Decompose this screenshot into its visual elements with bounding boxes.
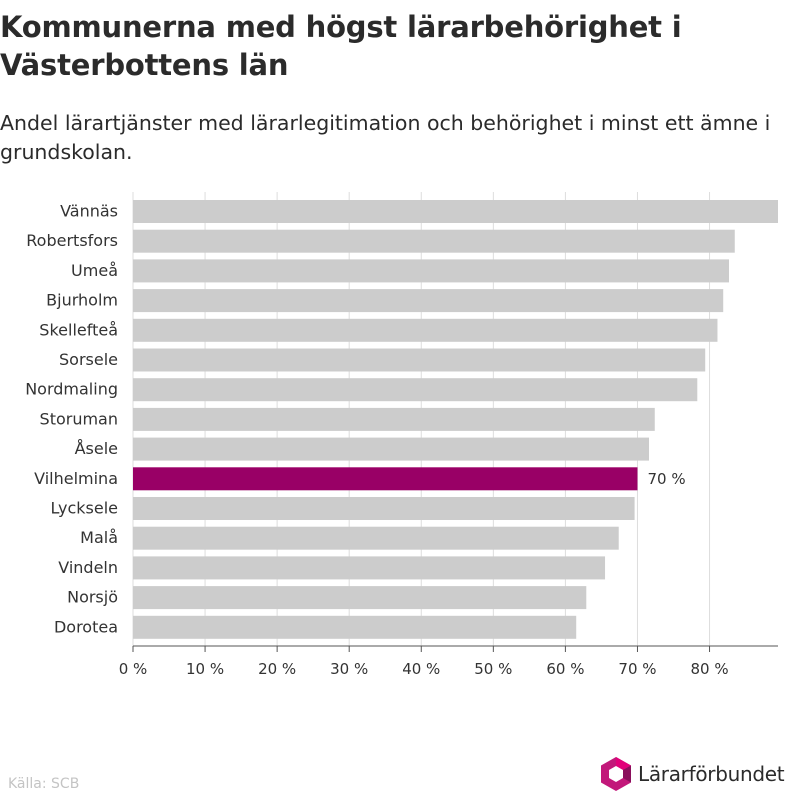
category-label: Robertsfors: [26, 231, 118, 250]
category-label: Bjurholm: [46, 291, 118, 310]
brand-hexagon-icon: [601, 757, 631, 791]
bar: [133, 497, 635, 520]
category-label: Storuman: [40, 409, 118, 428]
bar: [133, 556, 606, 580]
brand-name: Lärarförbundet: [638, 762, 785, 786]
x-tick-label: 40 %: [402, 660, 440, 678]
category-label: Lycksele: [51, 499, 118, 518]
x-tick-label: 0 %: [119, 660, 148, 678]
bar: [133, 586, 587, 610]
category-label: Sorsele: [59, 350, 118, 369]
x-tick-label: 30 %: [330, 660, 368, 678]
category-label: Skellefteå: [39, 320, 118, 339]
x-tick-label: 60 %: [546, 660, 584, 678]
bar: [133, 378, 698, 402]
source-note: Källa: SCB: [8, 776, 80, 792]
bar: [133, 289, 724, 313]
x-tick-label: 50 %: [474, 660, 512, 678]
x-tick-label: 20 %: [258, 660, 296, 678]
bar: [133, 615, 577, 639]
bar-chart: Vännäs Robertsfors Umeå Bjurholm Skellefteå S…: [25, 192, 778, 678]
category-label: Malå: [80, 528, 118, 547]
bar: [133, 318, 718, 342]
bar: [133, 407, 655, 431]
bar: [133, 437, 649, 461]
data-label: 70 %: [647, 470, 685, 488]
bar: [133, 229, 735, 253]
x-tick-label: 10 %: [186, 660, 224, 678]
x-tick-label: 70 %: [618, 660, 656, 678]
category-label: Vindeln: [58, 558, 118, 577]
category-label: Umeå: [71, 261, 118, 280]
chart-subtitle: Andel lärartjänster med lärarlegitimatio…: [0, 111, 771, 164]
x-tick-label: 80 %: [690, 660, 728, 678]
brand-logo: Lärarförbundet: [600, 756, 785, 792]
bar: [133, 200, 778, 223]
bar: [133, 467, 638, 491]
chart-title: Kommunerna med högst lärarbehörighet i V…: [0, 10, 682, 82]
bar: [133, 259, 729, 283]
category-label: Vilhelmina: [34, 469, 118, 488]
category-label: Dorotea: [54, 617, 118, 636]
bar: [133, 348, 706, 372]
category-label: Vännäs: [60, 202, 118, 221]
category-label: Nordmaling: [25, 380, 118, 399]
bar: [133, 526, 619, 550]
category-label: Norsjö: [67, 588, 118, 607]
category-label: Åsele: [75, 439, 118, 458]
